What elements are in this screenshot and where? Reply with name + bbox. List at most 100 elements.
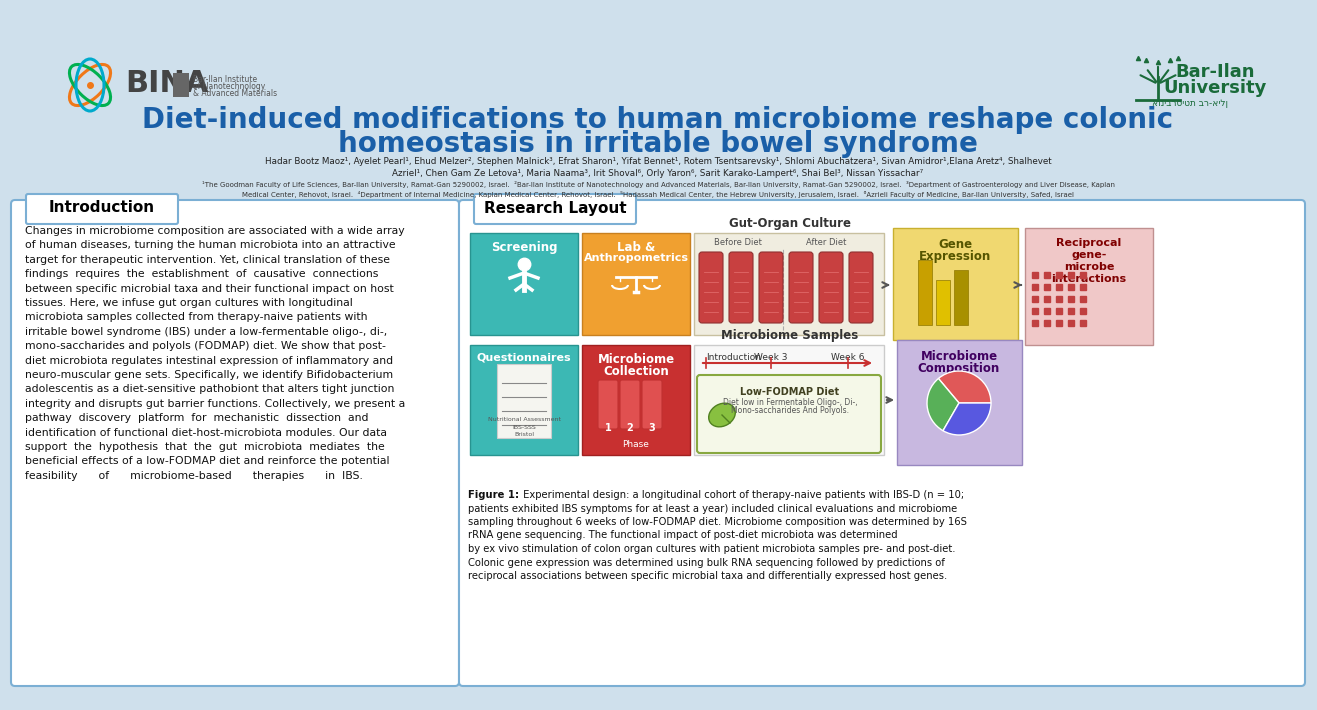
- FancyBboxPatch shape: [819, 252, 843, 323]
- Wedge shape: [927, 378, 959, 431]
- Text: Week 6: Week 6: [831, 353, 865, 362]
- Text: by ex vivo stimulation of colon organ cultures with patient microbiota samples p: by ex vivo stimulation of colon organ cu…: [468, 544, 956, 554]
- FancyBboxPatch shape: [173, 73, 190, 97]
- Text: Before Diet: Before Diet: [714, 238, 763, 247]
- Text: Gut-Organ Culture: Gut-Organ Culture: [730, 217, 851, 230]
- FancyBboxPatch shape: [1025, 228, 1152, 345]
- Text: 1: 1: [605, 423, 611, 433]
- Text: reciprocal associations between specific microbial taxa and differentially expre: reciprocal associations between specific…: [468, 571, 947, 581]
- Text: irritable bowel syndrome (IBS) under a low-fermentable oligo-, di-,: irritable bowel syndrome (IBS) under a l…: [25, 327, 387, 337]
- Text: neuro-muscular gene sets. Specifically, we identify Bifidobacterium: neuro-muscular gene sets. Specifically, …: [25, 370, 394, 380]
- Text: patients exhibited IBS symptoms for at least a year) included clinical evaluatio: patients exhibited IBS symptoms for at l…: [468, 503, 957, 513]
- FancyBboxPatch shape: [470, 233, 578, 335]
- Text: After Diet: After Diet: [806, 238, 847, 247]
- FancyBboxPatch shape: [730, 252, 753, 323]
- FancyBboxPatch shape: [474, 194, 636, 224]
- Text: Mono-saccharides And Polyols.: Mono-saccharides And Polyols.: [731, 406, 849, 415]
- Text: Diet low in Fermentable Oligo-, Di-,: Diet low in Fermentable Oligo-, Di-,: [723, 398, 857, 407]
- FancyBboxPatch shape: [11, 200, 460, 686]
- Text: Microbiome Samples: Microbiome Samples: [722, 329, 859, 342]
- Text: sampling throughout 6 weeks of low-FODMAP diet. Microbiome composition was deter: sampling throughout 6 weeks of low-FODMA…: [468, 517, 967, 527]
- Text: Anthropometrics: Anthropometrics: [583, 253, 689, 263]
- Text: Colonic gene expression was determined using bulk RNA sequencing followed by pre: Colonic gene expression was determined u…: [468, 557, 944, 567]
- FancyBboxPatch shape: [893, 228, 1018, 340]
- Text: gene-: gene-: [1071, 250, 1106, 260]
- Text: mono-saccharides and polyols (FODMAP) diet. We show that post-: mono-saccharides and polyols (FODMAP) di…: [25, 342, 386, 351]
- Text: Composition: Composition: [918, 362, 1000, 375]
- FancyBboxPatch shape: [497, 364, 551, 438]
- Text: feasibility      of      microbiome-based      therapies      in  IBS.: feasibility of microbiome-based therapie…: [25, 471, 363, 481]
- FancyBboxPatch shape: [598, 380, 618, 429]
- Text: diet microbiota regulates intestinal expression of inflammatory and: diet microbiota regulates intestinal exp…: [25, 356, 394, 366]
- FancyBboxPatch shape: [470, 345, 578, 455]
- Text: Microbiome: Microbiome: [598, 353, 674, 366]
- Text: beneficial effects of a low-FODMAP diet and reinforce the potential: beneficial effects of a low-FODMAP diet …: [25, 457, 390, 466]
- Text: of Nanotechnology: of Nanotechnology: [194, 82, 265, 91]
- Text: microbiota samples collected from therapy-naive patients with: microbiota samples collected from therap…: [25, 312, 367, 322]
- Wedge shape: [943, 403, 990, 435]
- Text: Hadar Bootz Maoz¹, Ayelet Pearl¹, Ehud Melzer², Stephen Malnick³, Efrat Sharon¹,: Hadar Bootz Maoz¹, Ayelet Pearl¹, Ehud M…: [265, 158, 1051, 167]
- Text: IBS-SSS: IBS-SSS: [512, 425, 536, 430]
- Text: ¹The Goodman Faculty of Life Sciences, Bar-Ilan University, Ramat-Gan 5290002, I: ¹The Goodman Faculty of Life Sciences, B…: [202, 182, 1114, 188]
- Text: Gene: Gene: [938, 238, 972, 251]
- Text: & Advanced Materials: & Advanced Materials: [194, 89, 277, 98]
- Text: Microbiome: Microbiome: [921, 350, 997, 363]
- Text: tissues. Here, we infuse gut organ cultures with longitudinal: tissues. Here, we infuse gut organ cultu…: [25, 298, 353, 308]
- Text: pathway  discovery  platform  for  mechanistic  dissection  and: pathway discovery platform for mechanist…: [25, 413, 369, 423]
- FancyBboxPatch shape: [460, 200, 1305, 686]
- Text: Collection: Collection: [603, 365, 669, 378]
- Text: Diet-induced modifications to human microbiome reshape colonic: Diet-induced modifications to human micr…: [142, 106, 1173, 134]
- Text: adolescentis as a diet-sensitive pathobiont that alters tight junction: adolescentis as a diet-sensitive pathobi…: [25, 384, 394, 394]
- FancyBboxPatch shape: [582, 233, 690, 335]
- Text: between specific microbial taxa and their functional impact on host: between specific microbial taxa and thei…: [25, 283, 394, 294]
- FancyBboxPatch shape: [936, 280, 950, 325]
- Text: of human diseases, turning the human microbiota into an attractive: of human diseases, turning the human mic…: [25, 241, 395, 251]
- Text: Phase: Phase: [623, 440, 649, 449]
- Text: Expression: Expression: [919, 250, 992, 263]
- Text: integrity and disrupts gut barrier functions. Collectively, we present a: integrity and disrupts gut barrier funct…: [25, 399, 406, 409]
- Text: rRNA gene sequencing. The functional impact of post-diet microbiota was determin: rRNA gene sequencing. The functional imp…: [468, 530, 898, 540]
- Text: Bar-Ilan Institute: Bar-Ilan Institute: [194, 75, 257, 84]
- FancyBboxPatch shape: [694, 233, 884, 335]
- Text: target for therapeutic intervention. Yet, clinical translation of these: target for therapeutic intervention. Yet…: [25, 255, 390, 265]
- Text: Azriel¹, Chen Gam Ze Letova¹, Maria Naama³, Irit Shoval⁶, Orly Yaron⁶, Sarit Kar: Azriel¹, Chen Gam Ze Letova¹, Maria Naam…: [392, 168, 923, 178]
- FancyBboxPatch shape: [697, 375, 881, 453]
- Text: University: University: [1163, 79, 1267, 97]
- Text: Questionnaires: Questionnaires: [477, 353, 572, 363]
- FancyBboxPatch shape: [582, 345, 690, 455]
- Text: interactions: interactions: [1051, 274, 1126, 284]
- FancyBboxPatch shape: [759, 252, 784, 323]
- Text: Research Layout: Research Layout: [483, 200, 627, 216]
- Text: Medical Center, Rehovot, Israel.  ⁴Department of Internal Medicine, Kaplan Medic: Medical Center, Rehovot, Israel. ⁴Depart…: [242, 192, 1073, 199]
- Text: 2: 2: [627, 423, 633, 433]
- FancyBboxPatch shape: [26, 194, 178, 224]
- Wedge shape: [939, 371, 990, 403]
- Text: Introduction: Introduction: [49, 200, 155, 216]
- Text: Screening: Screening: [491, 241, 557, 254]
- Text: support  the  hypothesis  that  the  gut  microbiota  mediates  the: support the hypothesis that the gut micr…: [25, 442, 385, 452]
- FancyBboxPatch shape: [694, 345, 884, 455]
- FancyBboxPatch shape: [620, 380, 640, 429]
- Text: Low-FODMAP Diet: Low-FODMAP Diet: [740, 387, 839, 397]
- Text: Week 3: Week 3: [755, 353, 788, 362]
- Text: Figure 1:: Figure 1:: [468, 490, 519, 500]
- FancyBboxPatch shape: [918, 260, 932, 325]
- Text: אוניברסיטת בר-אילן: אוניברסיטת בר-אילן: [1152, 99, 1227, 109]
- Text: microbe: microbe: [1064, 262, 1114, 272]
- FancyBboxPatch shape: [954, 270, 968, 325]
- Text: BINA: BINA: [125, 68, 208, 97]
- Text: Nutritional Assessment: Nutritional Assessment: [487, 417, 561, 422]
- Text: identification of functional diet-host-microbiota modules. Our data: identification of functional diet-host-m…: [25, 427, 387, 437]
- Text: Lab &: Lab &: [616, 241, 655, 254]
- FancyBboxPatch shape: [849, 252, 873, 323]
- FancyBboxPatch shape: [641, 380, 662, 429]
- FancyBboxPatch shape: [897, 340, 1022, 465]
- Text: Changes in microbiome composition are associated with a wide array: Changes in microbiome composition are as…: [25, 226, 404, 236]
- Text: Reciprocal: Reciprocal: [1056, 238, 1122, 248]
- Ellipse shape: [709, 403, 735, 427]
- Text: Experimental design: a longitudinal cohort of therapy-naive patients with IBS-D : Experimental design: a longitudinal coho…: [520, 490, 964, 500]
- FancyBboxPatch shape: [699, 252, 723, 323]
- Text: 3: 3: [649, 423, 656, 433]
- Text: findings  requires  the  establishment  of  causative  connections: findings requires the establishment of c…: [25, 269, 378, 279]
- Text: Introduction: Introduction: [706, 353, 761, 362]
